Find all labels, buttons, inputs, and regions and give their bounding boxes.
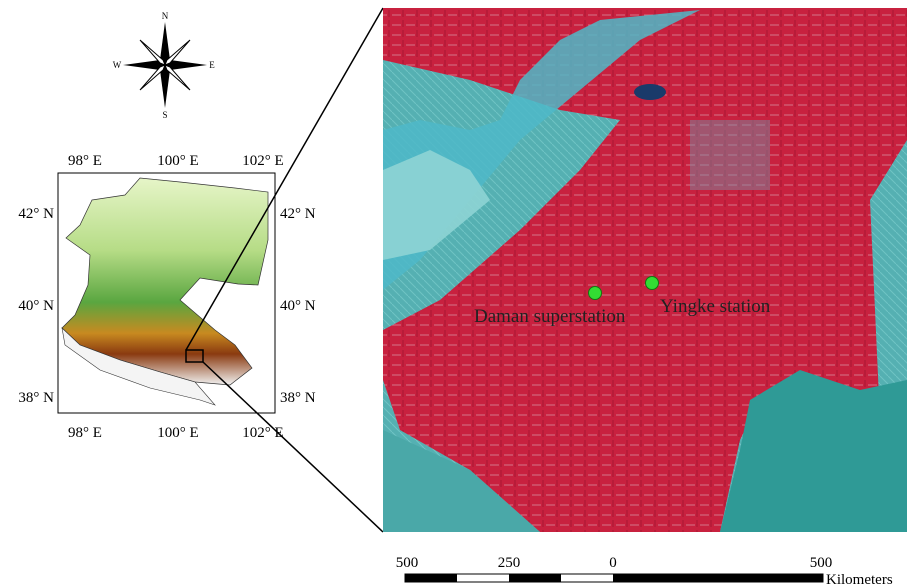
figure: N S W E 98° E100° E102° E98° E100° E102°… <box>0 0 907 586</box>
latitude-label: 42° N <box>18 206 54 222</box>
station-label: Daman superstation <box>474 306 626 327</box>
latitude-label: 40° N <box>18 298 54 314</box>
longitude-label: 100° E <box>157 153 198 169</box>
scale-label: 0 <box>609 555 617 571</box>
compass: N S W E <box>113 11 216 120</box>
latitude-label: 42° N <box>280 206 316 222</box>
longitude-label: 98° E <box>68 425 102 441</box>
compass-label: W <box>113 60 122 70</box>
scale-label: 500 <box>396 555 419 571</box>
scale-bar: 500 250 0 500 Kilometers <box>396 555 893 586</box>
latitude-label: 38° N <box>280 390 316 406</box>
compass-label: N <box>162 11 169 21</box>
latitude-label: 40° N <box>280 298 316 314</box>
scale-label: 250 <box>498 555 521 571</box>
longitude-label: 102° E <box>242 153 283 169</box>
latitude-label: 38° N <box>18 390 54 406</box>
station-label: Yingke station <box>660 296 771 317</box>
compass-label: E <box>209 60 215 70</box>
longitude-label: 100° E <box>157 425 198 441</box>
satellite-image: Daman superstation Yingke station <box>383 8 907 532</box>
zoom-line <box>203 362 383 532</box>
station-marker <box>646 277 659 290</box>
scale-unit: Kilometers <box>826 572 893 586</box>
compass-label: S <box>162 110 167 120</box>
station-marker <box>589 287 602 300</box>
scale-label: 500 <box>810 555 833 571</box>
longitude-label: 98° E <box>68 153 102 169</box>
